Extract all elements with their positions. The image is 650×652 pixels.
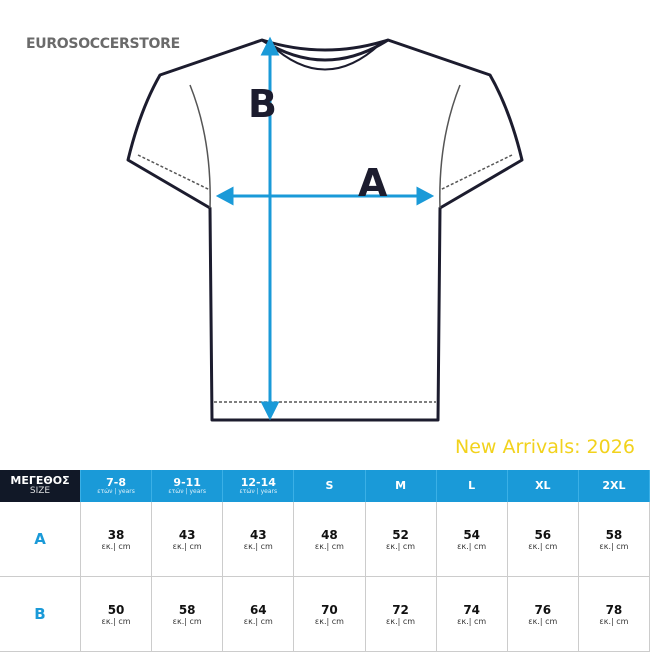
size-cell: 38 εκ.| cm [80, 502, 153, 577]
row-label: A [0, 502, 81, 577]
column-header: 7-8 ετών | years [80, 470, 153, 502]
watermark: New Arrivals: 2026 [455, 436, 635, 458]
size-cell: 54 εκ.| cm [436, 502, 508, 577]
size-cell: 64 εκ.| cm [222, 576, 295, 652]
tshirt-collar-inner [269, 43, 381, 71]
column-header: XL [507, 470, 579, 502]
tshirt-outline [126, 38, 524, 422]
size-cell: 43 εκ.| cm [222, 502, 295, 577]
column-header: S [293, 470, 366, 502]
store-logo: EUROSOCCERSTORE [26, 36, 180, 52]
column-header: L [436, 470, 508, 502]
column-header: 12-14 ετών | years [222, 470, 295, 502]
size-cell: 56 εκ.| cm [507, 502, 579, 577]
size-cell: 58 εκ.| cm [151, 576, 224, 652]
table-row: A 38 εκ.| cm 43 εκ.| cm 43 εκ.| cm 48 εκ.| cm 52 ε… [0, 502, 650, 577]
column-header: M [365, 470, 437, 502]
label-a: A [358, 161, 388, 205]
size-cell: 72 εκ.| cm [365, 576, 437, 652]
size-cell: 74 εκ.| cm [436, 576, 508, 652]
size-cell: 76 εκ.| cm [507, 576, 579, 652]
table-row: B 50 εκ.| cm 58 εκ.| cm 64 εκ.| cm 70 εκ.| cm 72 ε… [0, 576, 650, 652]
column-header: 9-11 ετών | years [151, 470, 224, 502]
size-cell: 58 εκ.| cm [578, 502, 650, 577]
size-cell: 70 εκ.| cm [293, 576, 366, 652]
size-cell: 52 εκ.| cm [365, 502, 437, 577]
tshirt-diagram: A B [126, 36, 524, 422]
size-table: ΜΕΓΕΘΟΣ SIZE 7-8 ετών | years 9-11 ετών | ye… [0, 470, 650, 652]
tshirt-collar [261, 38, 389, 62]
size-cell: 78 εκ.| cm [578, 576, 650, 652]
size-cell: 43 εκ.| cm [151, 502, 224, 577]
label-b: B [248, 82, 277, 126]
row-label: B [0, 576, 81, 652]
size-cell: 50 εκ.| cm [80, 576, 153, 652]
size-header: ΜΕΓΕΘΟΣ SIZE [0, 470, 81, 502]
size-cell: 48 εκ.| cm [293, 502, 366, 577]
column-header: 2XL [578, 470, 650, 502]
